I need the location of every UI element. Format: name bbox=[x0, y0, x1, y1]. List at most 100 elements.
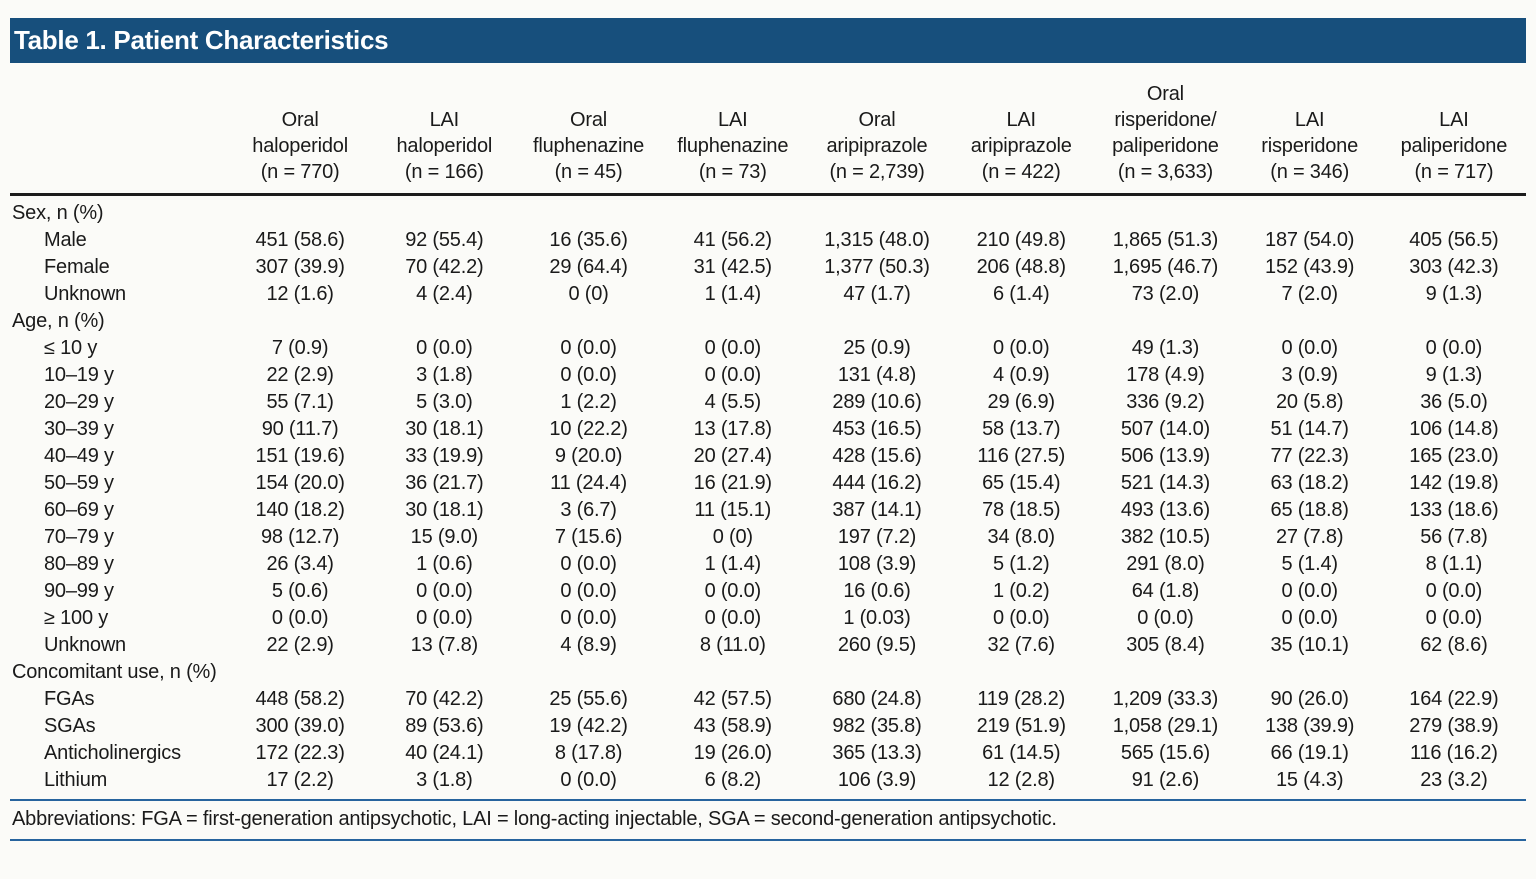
data-cell: 305 (8.4) bbox=[1126, 634, 1205, 656]
row-label: Unknown bbox=[44, 283, 126, 305]
data-cell: 23 (3.2) bbox=[1420, 769, 1488, 791]
data-cell: 0 (0.0) bbox=[560, 364, 617, 386]
data-cell: 521 (14.3) bbox=[1120, 472, 1211, 494]
row-label: SGAs bbox=[44, 715, 96, 737]
data-cell: 91 (2.6) bbox=[1131, 769, 1200, 791]
data-cell: 29 (6.9) bbox=[987, 391, 1056, 413]
data-cell: 197 (7.2) bbox=[837, 526, 917, 548]
data-cell: 187 (54.0) bbox=[1265, 229, 1355, 251]
data-cell: 119 (28.2) bbox=[977, 688, 1066, 710]
row-label: ≤ 10 y bbox=[44, 337, 98, 359]
data-cell: 151 (19.6) bbox=[255, 445, 345, 467]
data-cell: 131 (4.8) bbox=[837, 364, 917, 386]
section-row-2: Concomitant use, n (%) bbox=[10, 659, 1526, 686]
data-cell: 13 (17.8) bbox=[693, 418, 772, 440]
data-cell: 49 (1.3) bbox=[1131, 337, 1200, 359]
row-label: FGAs bbox=[44, 688, 95, 710]
column-header-2: LAI haloperidol (n = 166) bbox=[372, 63, 517, 196]
table-row: Unknown 12 (1.6) 4 (2.4) 0 (0) 1 (1.4) 47 (1.… bbox=[10, 281, 1526, 308]
data-cell: 0 (0.0) bbox=[993, 337, 1050, 359]
data-cell: 56 (7.8) bbox=[1420, 526, 1488, 548]
data-cell: 289 (10.6) bbox=[832, 391, 922, 413]
data-cell: 90 (26.0) bbox=[1270, 688, 1349, 710]
data-cell: 0 (0.0) bbox=[560, 769, 617, 791]
data-cell: 1,865 (51.3) bbox=[1112, 229, 1219, 251]
data-cell: 303 (42.3) bbox=[1409, 256, 1499, 278]
data-cell: 3 (1.8) bbox=[416, 769, 473, 791]
data-cell: 30 (18.1) bbox=[405, 499, 484, 521]
abbreviations-text: Abbreviations: FGA = first-generation an… bbox=[12, 808, 1057, 830]
table-title-bar: Table 1. Patient Characteristics bbox=[10, 18, 1526, 63]
data-cell: 7 (15.6) bbox=[554, 526, 623, 548]
data-cell: 92 (55.4) bbox=[405, 229, 484, 251]
data-cell: 12 (1.6) bbox=[266, 283, 334, 305]
data-cell: 9 (1.3) bbox=[1425, 283, 1483, 305]
data-cell: 116 (27.5) bbox=[977, 445, 1066, 467]
table-figure: Table 1. Patient Characteristics Oral hal… bbox=[10, 18, 1526, 841]
data-cell: 1 (0.03) bbox=[843, 607, 911, 629]
data-cell: 58 (13.7) bbox=[982, 418, 1061, 440]
data-cell: 260 (9.5) bbox=[837, 634, 917, 656]
table-body: Sex, n (%) Male 451 (58.6) 92 (55.4) 16 (35.… bbox=[10, 195, 1526, 795]
column-header-3: Oral fluphenazine (n = 45) bbox=[516, 63, 661, 196]
data-cell: 63 (18.2) bbox=[1270, 472, 1349, 494]
data-cell: 40 (24.1) bbox=[405, 742, 484, 764]
data-cell: 172 (22.3) bbox=[255, 742, 345, 764]
data-cell: 10 (22.2) bbox=[549, 418, 628, 440]
data-cell: 51 (14.7) bbox=[1270, 418, 1349, 440]
data-cell: 13 (7.8) bbox=[410, 634, 479, 656]
data-cell: 279 (38.9) bbox=[1409, 715, 1499, 737]
data-cell: 140 (18.2) bbox=[255, 499, 345, 521]
data-cell: 3 (6.7) bbox=[560, 499, 617, 521]
data-cell: 219 (51.9) bbox=[976, 715, 1066, 737]
data-cell: 453 (16.5) bbox=[832, 418, 922, 440]
data-cell: 5 (3.0) bbox=[416, 391, 473, 413]
column-header-5: Oral aripiprazole (n = 2,739) bbox=[804, 63, 950, 196]
data-cell: 4 (8.9) bbox=[560, 634, 617, 656]
data-cell: 16 (21.9) bbox=[693, 472, 772, 494]
row-label: 60–69 y bbox=[44, 499, 114, 521]
data-cell: 8 (1.1) bbox=[1425, 553, 1483, 575]
data-cell: 42 (57.5) bbox=[693, 688, 772, 710]
data-cell: 444 (16.2) bbox=[832, 472, 922, 494]
data-cell: 382 (10.5) bbox=[1120, 526, 1211, 548]
section-label: Sex, n (%) bbox=[12, 202, 104, 224]
row-label: Lithium bbox=[44, 769, 108, 791]
data-cell: 98 (12.7) bbox=[260, 526, 340, 548]
data-cell: 0 (0.0) bbox=[416, 580, 473, 602]
data-cell: 0 (0.0) bbox=[271, 607, 329, 629]
data-cell: 108 (3.9) bbox=[837, 553, 917, 575]
table-row: 60–69 y 140 (18.2) 30 (18.1) 3 (6.7) 11 (15.… bbox=[10, 497, 1526, 524]
data-cell: 32 (7.6) bbox=[987, 634, 1056, 656]
table-row: 30–39 y 90 (11.7) 30 (18.1) 10 (22.2) 13 (17… bbox=[10, 416, 1526, 443]
data-cell: 448 (58.2) bbox=[255, 688, 345, 710]
data-cell: 7 (0.9) bbox=[271, 337, 329, 359]
data-cell: 31 (42.5) bbox=[693, 256, 772, 278]
data-cell: 365 (13.3) bbox=[832, 742, 922, 764]
row-label: Male bbox=[44, 229, 87, 251]
data-cell: 90 (11.7) bbox=[261, 418, 339, 440]
data-cell: 493 (13.6) bbox=[1120, 499, 1211, 521]
data-cell: 0 (0.0) bbox=[704, 364, 762, 386]
data-cell: 6 (1.4) bbox=[993, 283, 1050, 305]
data-cell: 4 (0.9) bbox=[993, 364, 1050, 386]
row-label: 70–79 y bbox=[44, 526, 114, 548]
table-row: SGAs 300 (39.0) 89 (53.6) 19 (42.2) 43 (58.9… bbox=[10, 713, 1526, 740]
row-label: Female bbox=[44, 256, 110, 278]
patient-characteristics-table: Oral haloperidol (n = 770) LAI haloperidol (n… bbox=[10, 63, 1526, 794]
data-cell: 19 (26.0) bbox=[693, 742, 772, 764]
data-cell: 11 (15.1) bbox=[694, 499, 772, 521]
data-cell: 1 (1.4) bbox=[704, 283, 762, 305]
section-row-0: Sex, n (%) bbox=[10, 195, 1526, 228]
data-cell: 165 (23.0) bbox=[1409, 445, 1499, 467]
data-cell: 9 (1.3) bbox=[1425, 364, 1483, 386]
data-cell: 19 (42.2) bbox=[549, 715, 628, 737]
data-cell: 5 (1.2) bbox=[993, 553, 1050, 575]
data-cell: 506 (13.9) bbox=[1120, 445, 1211, 467]
data-cell: 22 (2.9) bbox=[266, 364, 334, 386]
data-cell: 565 (15.6) bbox=[1120, 742, 1211, 764]
data-cell: 152 (43.9) bbox=[1265, 256, 1355, 278]
data-cell: 6 (8.2) bbox=[704, 769, 762, 791]
column-header-6: LAI aripiprazole (n = 422) bbox=[949, 63, 1094, 196]
data-cell: 64 (1.8) bbox=[1131, 580, 1200, 602]
